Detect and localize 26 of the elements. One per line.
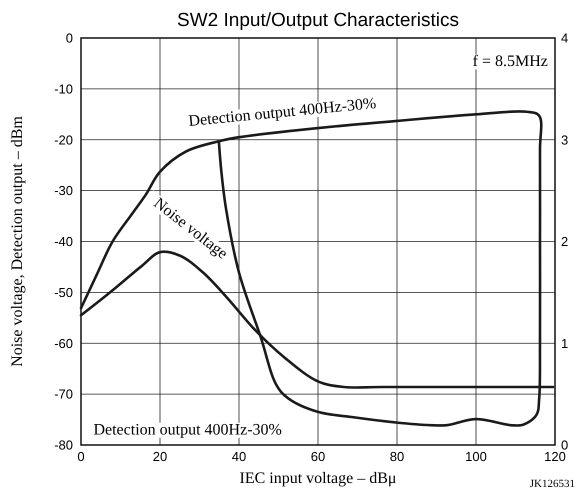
y-tick-label: -10 bbox=[54, 81, 73, 96]
y-tick-label: -60 bbox=[54, 336, 73, 351]
y-axis-title: Noise voltage, Detection output – dBm bbox=[9, 116, 26, 367]
annotation: Detection output 400Hz-30% bbox=[188, 94, 377, 130]
x-tick-label: 60 bbox=[310, 449, 326, 464]
y-tick-label: -40 bbox=[54, 234, 73, 249]
y2-tick-label: 2 bbox=[561, 234, 568, 249]
x-tick-label: 0 bbox=[77, 449, 85, 464]
text: JK126531 bbox=[530, 478, 575, 490]
x-axis-title: IEC input voltage – dBμ bbox=[239, 470, 397, 487]
y-tick-label: -30 bbox=[54, 183, 73, 198]
y2-tick-label: 3 bbox=[561, 132, 568, 148]
y2-tick-label: 4 bbox=[561, 30, 568, 46]
y-tick-label: -50 bbox=[54, 284, 73, 300]
y-tick-label: 0 bbox=[66, 30, 73, 46]
chart-title: SW2 Input/Output Characteristics bbox=[177, 10, 459, 31]
x-tick-label: 20 bbox=[152, 449, 168, 464]
x-tick-label: 80 bbox=[390, 449, 404, 464]
y2-tick-label: 1 bbox=[561, 336, 568, 351]
x-tick-label: 40 bbox=[232, 449, 246, 464]
y-tick-label: -20 bbox=[54, 132, 73, 148]
y-tick-label: -70 bbox=[54, 386, 73, 402]
annotation: Detection output 400Hz-30% bbox=[93, 421, 282, 438]
annotation: f = 8.5MHz bbox=[472, 53, 548, 70]
y-tick-label: -80 bbox=[54, 438, 73, 452]
x-tick-label: 100 bbox=[465, 449, 487, 464]
